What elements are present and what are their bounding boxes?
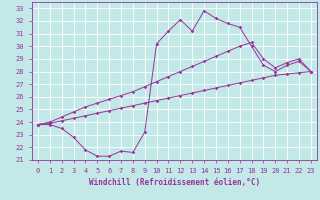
- X-axis label: Windchill (Refroidissement éolien,°C): Windchill (Refroidissement éolien,°C): [89, 178, 260, 187]
